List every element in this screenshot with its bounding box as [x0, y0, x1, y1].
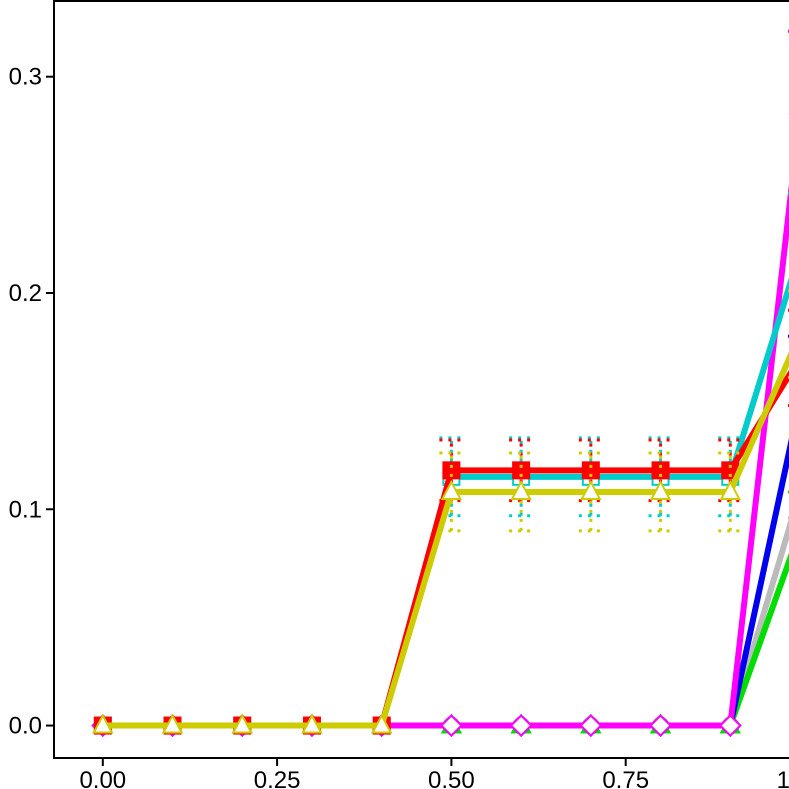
series-6-point-4 [371, 713, 393, 734]
series-6-point-6 [510, 479, 532, 500]
x-tick-label-0: 0.00 [79, 767, 126, 789]
x-tick-label-1: 0.25 [254, 767, 301, 789]
y-tick-label-2: 0.2 [9, 280, 42, 307]
series-3-point-7 [579, 714, 603, 737]
series-3-point-8 [649, 714, 672, 737]
series-5-point-5 [442, 461, 461, 480]
y-tick-label-0: 0.0 [9, 713, 42, 740]
y-tick-label-3: 0.3 [9, 64, 42, 91]
series-6-point-7 [580, 479, 602, 500]
y-tick-label-1: 0.1 [9, 496, 42, 523]
series-6-point-8 [649, 479, 672, 500]
plot-frame [53, 0, 789, 759]
series-6-point-2 [231, 713, 253, 734]
series-6-point-0 [92, 713, 114, 734]
series-layer [91, 29, 789, 737]
series-5-point-7 [581, 461, 600, 480]
series-3-point-5 [439, 714, 463, 737]
series-6-point-5 [440, 479, 463, 500]
axis-layer: 0.00 0.25 0.50 0.75 1.00 0.0 0.1 0.2 0.3 [9, 64, 789, 789]
x-tick-label-2: 0.50 [428, 767, 475, 789]
series-3-point-6 [509, 714, 533, 737]
series-6-point-3 [301, 713, 323, 734]
series-3-point-9 [718, 714, 742, 737]
x-tick-label-3: 0.75 [602, 767, 649, 789]
x-tick-label-4: 1.00 [777, 767, 789, 789]
series-5-point-8 [651, 461, 670, 480]
series-6-point-1 [161, 713, 184, 734]
series-6-point-9 [719, 479, 741, 500]
series-6 [92, 289, 789, 734]
series-5-point-6 [512, 461, 531, 480]
